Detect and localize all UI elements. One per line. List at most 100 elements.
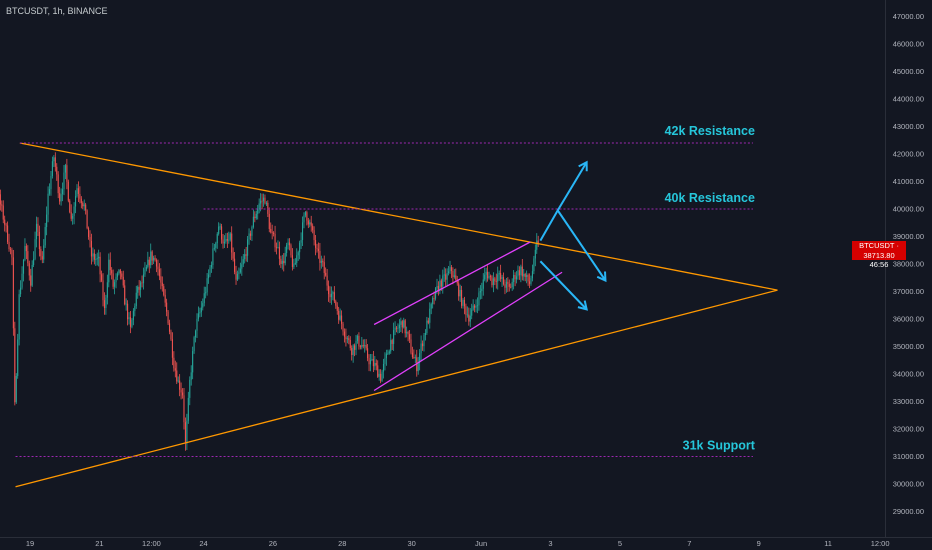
candle-body [187, 397, 189, 421]
price-axis: 29000.00 30000.00 31000.00 32000.00 33000.00… [885, 0, 924, 537]
candle-body [144, 269, 146, 275]
candle-body [38, 231, 40, 250]
candle-body [325, 272, 327, 276]
price-tick-label: 38000.00 [893, 260, 924, 269]
candle-body [442, 275, 444, 287]
candle-body [221, 226, 223, 240]
candle-body [168, 323, 171, 332]
candle-body [536, 240, 538, 250]
candle-body [433, 298, 435, 299]
candle-body [417, 362, 419, 372]
candle-body [228, 239, 230, 241]
candle-body [393, 330, 395, 344]
candle-body [517, 270, 519, 277]
candle-body [170, 331, 172, 340]
candle-body [443, 274, 445, 276]
candle-body [20, 287, 22, 295]
candle-body [388, 351, 390, 354]
candle-body [335, 301, 337, 306]
candle-body [342, 323, 344, 332]
candle-body [9, 249, 12, 250]
candle-body [212, 248, 214, 265]
candle-body [258, 203, 260, 210]
candle-body [505, 281, 507, 288]
candle-body [50, 176, 52, 190]
candle-body [504, 284, 506, 288]
candle-body [352, 345, 354, 355]
candle-body [105, 297, 107, 309]
candle-body [142, 274, 145, 284]
candle-body [215, 243, 217, 248]
candle-body [98, 256, 100, 259]
candle-body [137, 286, 139, 293]
bearish-projection-1-arrow [556, 209, 607, 282]
candle-body [507, 281, 509, 284]
candle-body [203, 293, 205, 304]
candle-body [157, 266, 159, 270]
triangle-lower-line [15, 289, 778, 488]
candle-body [362, 345, 364, 347]
time-tick-label: 3 [548, 539, 552, 548]
candle-body [533, 258, 535, 272]
candle-body [264, 197, 266, 204]
candle-body [218, 226, 220, 234]
candle-body [72, 215, 74, 219]
candle-body [160, 276, 162, 283]
candle-body [455, 275, 457, 280]
candle-body [99, 256, 101, 275]
candle-body [202, 303, 204, 308]
candle-body [14, 328, 16, 403]
candle-body [135, 292, 137, 307]
candle-body [316, 247, 318, 249]
candle-body [231, 233, 233, 253]
candle-body [384, 358, 386, 365]
candle-body [277, 247, 279, 248]
candle-body [528, 281, 531, 284]
candle-body [296, 255, 298, 263]
candle-body [140, 282, 142, 290]
candle-body [375, 363, 377, 366]
candle-body [96, 258, 98, 260]
candle-body [501, 277, 503, 279]
candle-body [5, 224, 7, 226]
candle-body [530, 278, 532, 284]
candle-body [435, 288, 437, 299]
candle-body [134, 306, 136, 311]
candle-body [63, 172, 65, 190]
candle-body [323, 262, 325, 273]
price-tick-label: 36000.00 [893, 315, 924, 324]
candle-body [121, 273, 123, 277]
candle-body [60, 194, 62, 202]
time-tick-label: 5 [618, 539, 622, 548]
candle-body [410, 339, 412, 353]
candle-body [129, 317, 132, 327]
candle-body [262, 197, 265, 202]
candle-body [223, 241, 226, 244]
candle-body [174, 368, 176, 371]
candle-body [343, 331, 346, 337]
candle-body [401, 321, 403, 328]
candle-body [85, 204, 87, 211]
candle-body [80, 198, 82, 203]
candle-body [173, 357, 175, 369]
candle-body [523, 273, 525, 277]
price-tag-symbol: BTCUSDT [859, 241, 895, 250]
candle-body [229, 233, 231, 240]
candle-body [465, 306, 467, 315]
candle-body [474, 305, 476, 308]
candle-body [502, 277, 505, 285]
candle-body [482, 279, 484, 289]
candle-body [478, 292, 480, 306]
candle-body [414, 357, 416, 359]
candle-body [15, 375, 17, 403]
candle-body [481, 288, 483, 292]
candle-body [400, 321, 402, 325]
time-tick-label: 12:00 [142, 539, 161, 548]
candle-body [54, 157, 56, 167]
candle-body [51, 161, 53, 177]
candle-body [309, 222, 311, 225]
candle-body [209, 267, 211, 275]
candle-body [406, 332, 408, 334]
candles-layer [0, 152, 539, 451]
